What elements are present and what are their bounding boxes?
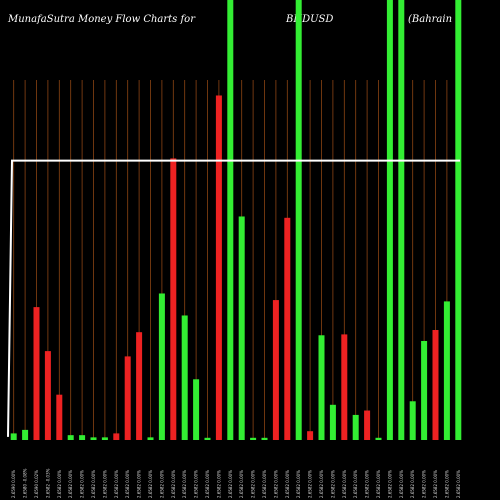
x-tick-label: 2.6582 0.00% xyxy=(410,470,415,498)
money-flow-line-group xyxy=(7,159,460,437)
x-tick-label: 2.6582 0.00% xyxy=(228,470,233,498)
x-tick-label: 2.6582 0.00% xyxy=(171,470,176,498)
x-tick-label: 2.6582 0.00% xyxy=(342,470,347,498)
x-tick-label: 2.6582 0.00% xyxy=(365,470,370,498)
x-tick-label: 2.6580 -0.08% xyxy=(23,468,28,498)
bar xyxy=(193,379,200,440)
bar xyxy=(250,437,257,440)
bar xyxy=(101,437,108,440)
x-tick-label: 2.6582 0.00% xyxy=(422,470,427,498)
bar xyxy=(67,435,74,440)
x-tick-label: 2.6582 0.00% xyxy=(159,470,164,498)
x-tick-label: 2.6582 0.00% xyxy=(148,470,153,498)
x-tick-label: 2.6582 0.00% xyxy=(262,470,267,498)
bar xyxy=(443,301,450,440)
x-tick-label: 2.6582 0.00% xyxy=(273,470,278,498)
x-tick-label: 2.6582 0.00% xyxy=(216,470,221,498)
x-tick-label: 2.6582 0.00% xyxy=(353,470,358,498)
x-tick-label: 2.6582 0.00% xyxy=(239,470,244,498)
x-tick-label: 2.6582 0.00% xyxy=(387,470,392,498)
chart-title-right: (Bahrain xyxy=(408,14,452,25)
chart-title-left: MunafaSutra Money Flow Charts for xyxy=(7,14,196,25)
x-tick-label: 2.6590 0.00% xyxy=(11,470,16,498)
bar xyxy=(284,217,291,440)
bar xyxy=(318,335,325,440)
bar xyxy=(329,404,336,440)
bar xyxy=(238,216,245,440)
bar xyxy=(375,437,382,440)
x-tick-label: 2.6582 0.00% xyxy=(91,470,96,498)
x-tick-label: 2.6582 0.00% xyxy=(456,470,461,498)
money-flow-line xyxy=(7,159,460,437)
x-tick-label: 2.6590 0.02% xyxy=(34,470,39,498)
bar xyxy=(398,0,405,440)
x-tick-label: 2.6582 0.00% xyxy=(376,470,381,498)
x-tick-label: 2.6582 0.00% xyxy=(125,470,130,498)
x-tick-label: 2.6582 -0.03% xyxy=(45,468,50,498)
x-tick-label: 2.6582 0.00% xyxy=(330,470,335,498)
bar xyxy=(22,429,29,440)
bar xyxy=(90,437,97,440)
x-tick-label: 2.6582 0.00% xyxy=(308,470,313,498)
bar xyxy=(136,332,143,440)
bar xyxy=(421,341,428,440)
x-tick-label: 2.6582 0.00% xyxy=(68,470,73,498)
x-tick-label: 2.6582 0.00% xyxy=(114,470,119,498)
x-tick-label: 2.6582 0.00% xyxy=(194,470,199,498)
bars xyxy=(10,0,462,440)
x-tick-label: 2.6582 0.00% xyxy=(296,470,301,498)
bar xyxy=(113,433,120,440)
bar xyxy=(215,95,222,440)
bar xyxy=(409,401,416,440)
bar xyxy=(147,437,154,440)
bar xyxy=(79,435,86,440)
x-tick-label: 2.6582 0.00% xyxy=(80,470,85,498)
x-tick-label: 2.6582 0.00% xyxy=(205,470,210,498)
x-tick-labels: 2.6590 0.00% 2.6580 -0.08% 2.6590 0.02% 2.6… xyxy=(11,468,461,498)
bar xyxy=(181,315,188,440)
bar xyxy=(170,158,177,440)
chart-title-symbol: BHDUSD xyxy=(285,14,333,25)
bar xyxy=(432,330,439,440)
bar xyxy=(386,0,393,440)
bar xyxy=(204,437,211,440)
x-tick-label: 2.6582 0.00% xyxy=(444,470,449,498)
x-tick-label: 2.6582 0.00% xyxy=(319,470,324,498)
bar xyxy=(56,394,63,440)
x-tick-label: 2.6582 0.00% xyxy=(102,470,107,498)
bar xyxy=(10,433,17,440)
bar xyxy=(158,293,165,440)
x-tick-label: 2.6582 0.00% xyxy=(182,470,187,498)
x-tick-label: 2.6582 0.00% xyxy=(251,470,256,498)
bar xyxy=(295,0,302,440)
bar xyxy=(364,410,371,440)
bar xyxy=(124,356,131,440)
bar xyxy=(341,334,348,440)
bar xyxy=(307,431,314,440)
x-tick-label: 2.6582 0.00% xyxy=(433,470,438,498)
x-tick-label: 2.6582 0.00% xyxy=(285,470,290,498)
bar xyxy=(455,0,462,440)
bar xyxy=(272,300,279,440)
bar xyxy=(33,307,40,440)
bar xyxy=(227,0,234,440)
x-tick-label: 2.6582 0.00% xyxy=(137,470,142,498)
bar xyxy=(261,437,268,440)
x-tick-label: 2.6582 0.00% xyxy=(399,470,404,498)
bar xyxy=(352,414,359,440)
x-tick-label: 2.6582 0.00% xyxy=(57,470,62,498)
bar xyxy=(44,351,51,440)
